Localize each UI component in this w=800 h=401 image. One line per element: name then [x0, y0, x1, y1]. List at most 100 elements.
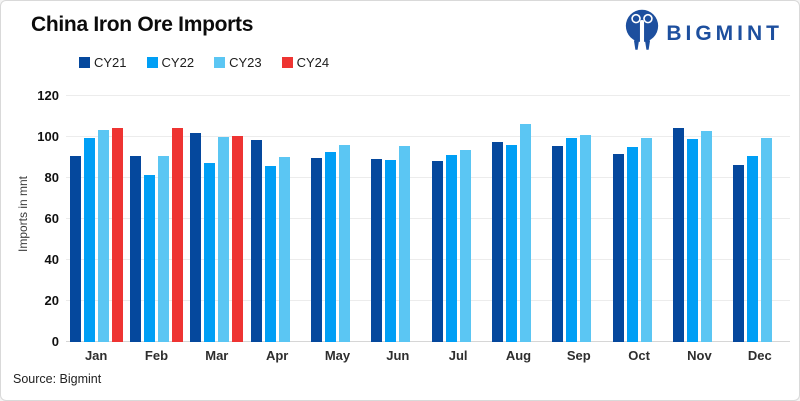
bar-cy21-jan [69, 156, 81, 342]
bar-cy22-jan [83, 138, 95, 342]
bar-group-nov [669, 96, 729, 342]
bar-cy21-jul [431, 160, 443, 342]
bar-cy23-aug [519, 123, 531, 342]
y-tick-label-120: 120 [37, 88, 59, 103]
x-label-mar: Mar [205, 348, 229, 363]
bar-cy21-apr [250, 140, 262, 342]
bar-cy21-sep [552, 146, 564, 342]
legend-swatch-cy23 [214, 57, 226, 68]
bar-cy21-oct [612, 154, 624, 342]
bar-groups [66, 96, 790, 342]
x-label-may: May [324, 348, 351, 363]
bar-cy21-jun [371, 158, 383, 342]
brand-name: BIGMINT [666, 21, 783, 45]
bar-cy21-feb [129, 156, 141, 342]
bar-cy22-jul [445, 155, 457, 342]
bar-cy23-mar [218, 136, 230, 342]
legend-item-cy24: CY24 [281, 55, 330, 70]
bar-group-sep [549, 96, 609, 342]
bar-cy21-nov [672, 127, 684, 342]
chart-legend: CY21 CY22 CY23 CY24 [79, 55, 329, 70]
bar-group-oct [609, 96, 669, 342]
bar-cy21-may [310, 157, 322, 342]
bar-cy22-mar [204, 163, 216, 342]
x-label-nov: Nov [687, 348, 712, 363]
x-label-jan: Jan [84, 348, 108, 363]
bar-cy23-sep [580, 134, 592, 342]
bar-cy22-jun [385, 159, 397, 342]
bar-group-dec [730, 96, 790, 342]
bar-cy23-jun [399, 146, 411, 342]
bar-cy23-nov [700, 131, 712, 342]
bar-cy22-oct [626, 147, 638, 342]
bar-cy23-may [338, 144, 350, 342]
x-label-oct: Oct [628, 348, 650, 363]
legend-swatch-cy22 [146, 57, 158, 68]
bar-cy21-mar [190, 132, 202, 342]
gridline-80 [66, 177, 790, 178]
bar-group-feb [126, 96, 186, 342]
plot-area [66, 95, 790, 342]
legend-label: CY21 [94, 55, 127, 70]
bar-group-aug [488, 96, 548, 342]
bar-cy22-nov [686, 139, 698, 342]
brand-logo: BIGMINT [625, 9, 783, 58]
legend-item-cy22: CY22 [146, 55, 195, 70]
x-label-apr: Apr [265, 348, 289, 363]
gridline-60 [66, 218, 790, 219]
x-label-feb: Feb [144, 348, 169, 363]
bar-cy22-feb [143, 175, 155, 342]
bigmint-logo-icon [625, 9, 659, 58]
bar-group-jan [66, 96, 126, 342]
bar-group-mar [187, 96, 247, 342]
x-label-dec: Dec [747, 348, 772, 363]
gridline-0 [66, 341, 790, 342]
bar-cy24-jan [111, 127, 123, 342]
legend-label: CY23 [229, 55, 262, 70]
gridline-20 [66, 300, 790, 301]
y-tick-label-100: 100 [37, 129, 59, 144]
bar-cy21-dec [733, 165, 745, 342]
bar-cy23-jul [459, 150, 471, 342]
chart-title: China Iron Ore Imports [31, 13, 254, 36]
x-label-sep: Sep [566, 348, 591, 363]
x-axis-labels: Jan Feb Mar Apr May Jun Jul Aug Sep Oct Nov Dec [66, 348, 790, 363]
source-note: Source: Bigmint [13, 372, 102, 386]
bar-cy23-feb [157, 156, 169, 342]
x-label-jun: Jun [386, 348, 410, 363]
x-label-jul: Jul [448, 348, 468, 363]
bar-group-jul [428, 96, 488, 342]
bar-cy22-apr [264, 165, 276, 342]
bar-cy21-aug [491, 142, 503, 342]
legend-item-cy23: CY23 [214, 55, 262, 70]
legend-label: CY22 [161, 55, 195, 70]
y-tick-label-20: 20 [44, 293, 59, 308]
bar-cy22-may [324, 152, 336, 342]
bar-cy22-sep [566, 138, 578, 342]
bar-cy23-jan [97, 129, 109, 342]
bar-cy23-apr [278, 156, 290, 342]
legend-swatch-cy21 [79, 57, 90, 68]
legend-item-cy21: CY21 [79, 55, 127, 70]
bar-cy23-oct [640, 138, 652, 342]
y-tick-label-80: 80 [44, 170, 59, 185]
bar-cy23-dec [761, 138, 773, 342]
bar-group-jun [368, 96, 428, 342]
gridline-40 [66, 259, 790, 260]
bar-cy24-mar [232, 135, 244, 342]
legend-swatch-cy24 [281, 57, 293, 68]
y-axis-ticks: 0 20 40 60 80 100 120 [19, 88, 59, 349]
bar-cy24-feb [171, 127, 183, 342]
bar-group-may [307, 96, 367, 342]
y-axis-title: Imports in mnt [16, 175, 30, 253]
x-label-aug: Aug [505, 348, 532, 363]
bar-group-apr [247, 96, 307, 342]
legend-label: CY24 [296, 55, 330, 70]
gridline-120 [66, 95, 790, 96]
bar-cy22-dec [747, 155, 759, 342]
gridline-100 [66, 136, 790, 137]
y-tick-label-40: 40 [44, 252, 59, 267]
y-tick-label-0: 0 [51, 334, 59, 349]
bar-cy22-aug [505, 144, 517, 342]
